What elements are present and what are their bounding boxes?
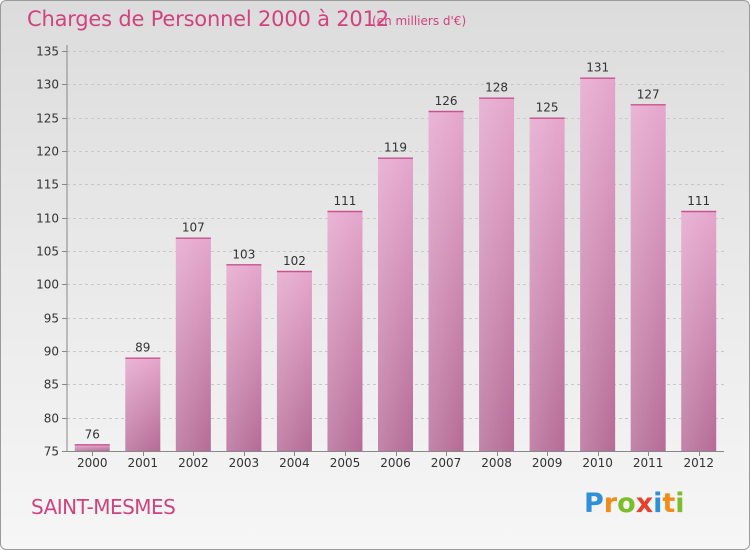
logo-letter: r [603, 488, 618, 519]
data-label-2007: 126 [435, 94, 458, 108]
logo-letter: x [635, 488, 654, 519]
bars: 76 89 107 103 102 111 119 126 128 125 131 127 111 [74, 61, 717, 452]
x-tick-label-2011: 2011 [633, 456, 664, 470]
x-tick-label-2012: 2012 [683, 456, 714, 470]
y-axis: 75 80 85 90 95 100 105 110 115 120 125 130 135 [36, 45, 724, 459]
x-tick-label-2001: 2001 [128, 456, 159, 470]
bar-shade-2006 [378, 157, 413, 451]
logo-letter: i [675, 488, 685, 519]
proxiti-logo: Proxiti [584, 488, 685, 519]
bar-shade-2009 [529, 117, 565, 452]
x-tick-label-2008: 2008 [481, 456, 512, 470]
data-label-2004: 102 [283, 254, 306, 268]
x-tick-label-2002: 2002 [178, 456, 209, 470]
chart-subtitle: (en milliers d'€) [372, 14, 467, 28]
y-tick-label: 110 [36, 212, 59, 226]
city-name: SAINT-MESMES [31, 495, 176, 519]
x-tick-label-2003: 2003 [229, 456, 260, 470]
logo-letter: t [662, 488, 676, 519]
bar-shade-2012 [681, 211, 717, 451]
data-label-2008: 128 [485, 81, 508, 95]
y-tick-label: 85 [44, 378, 59, 392]
bar-shade-2000 [74, 444, 110, 451]
bar-shade-2005 [327, 211, 363, 451]
y-tick-label: 130 [36, 78, 59, 92]
bar-shade-2007 [428, 111, 464, 451]
y-tick-label: 105 [36, 245, 59, 259]
bar-shade-2004 [276, 271, 312, 451]
data-label-2006: 119 [384, 141, 407, 155]
y-tick-label: 120 [36, 145, 59, 159]
bar-shade-2010 [580, 77, 616, 452]
data-label-2000: 76 [85, 427, 100, 441]
data-label-2002: 107 [182, 221, 205, 235]
logo-letter: P [584, 488, 604, 519]
logo-letter: i [653, 488, 663, 519]
x-tick-label-2000: 2000 [77, 456, 108, 470]
data-label-2001: 89 [135, 341, 150, 355]
x-tick-label-2006: 2006 [380, 456, 411, 470]
data-label-2011: 127 [637, 87, 660, 101]
y-tick-label: 135 [36, 45, 59, 59]
bar-shade-2008 [479, 97, 515, 452]
data-label-2010: 131 [586, 61, 609, 75]
y-tick-label: 115 [36, 178, 59, 192]
x-tick-label-2005: 2005 [330, 456, 361, 470]
bar-shade-2001 [125, 357, 161, 451]
x-tick-label-2007: 2007 [431, 456, 462, 470]
y-tick-label: 90 [44, 345, 59, 359]
bar-shade-2002 [175, 237, 211, 451]
x-axis: 2000 2001 2002 2003 2004 2005 2006 2007 2008 2009… [77, 451, 714, 470]
y-tick-label: 75 [44, 445, 59, 459]
data-label-2005: 111 [334, 194, 357, 208]
y-tick-label: 100 [36, 278, 59, 292]
bar-shade-2003 [226, 264, 262, 451]
data-label-2009: 125 [536, 101, 559, 115]
y-tick-label: 95 [44, 312, 59, 326]
y-tick-label: 80 [44, 412, 59, 426]
x-tick-label-2004: 2004 [279, 456, 310, 470]
chart-title: Charges de Personnel 2000 à 2012 [27, 7, 389, 31]
x-tick-label-2010: 2010 [582, 456, 613, 470]
data-label-2012: 111 [687, 194, 710, 208]
bar-shade-2011 [630, 104, 666, 451]
logo-letter: o [617, 488, 636, 519]
y-tick-label: 125 [36, 112, 59, 126]
x-tick-label-2009: 2009 [532, 456, 563, 470]
data-label-2003: 103 [232, 247, 255, 261]
